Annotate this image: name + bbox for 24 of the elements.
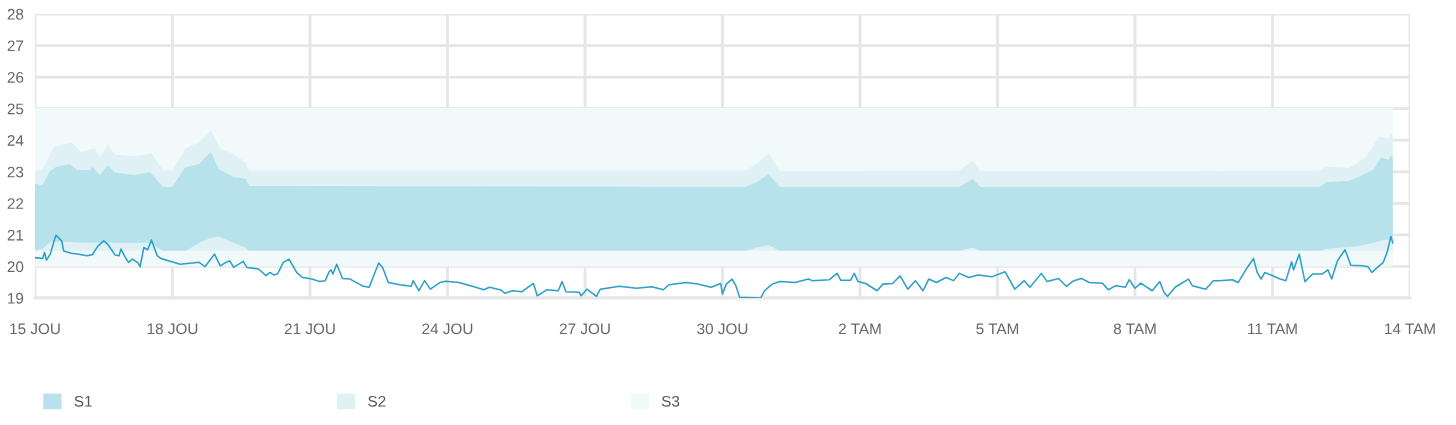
y-tick-label: 27 bbox=[7, 40, 24, 52]
x-tick-label: 2 TAM bbox=[838, 323, 881, 335]
legend-label: S1 bbox=[74, 395, 92, 407]
x-tick-label: 21 JOU bbox=[284, 323, 335, 335]
y-tick-label: 20 bbox=[7, 261, 24, 273]
y-tick-label: 25 bbox=[7, 103, 24, 115]
x-tick-label: 14 TAM bbox=[1385, 323, 1435, 335]
x-tick-label: 15 JOU bbox=[10, 323, 60, 335]
x-tick-label: 18 JOU bbox=[147, 323, 198, 335]
x-tick-label: 27 JOU bbox=[559, 323, 610, 335]
y-tick-label: 22 bbox=[7, 198, 24, 209]
y-tick-label: 23 bbox=[7, 166, 24, 178]
y-tick-label: 19 bbox=[8, 292, 24, 304]
y-tick-label: 21 bbox=[7, 229, 24, 241]
x-tick-label: 5 TAM bbox=[976, 323, 1019, 335]
x-tick-label: 30 JOU bbox=[697, 323, 748, 335]
y-tick-label: 26 bbox=[7, 71, 24, 83]
x-tick-label: 24 JOU bbox=[422, 323, 473, 335]
legend-label: S2 bbox=[368, 395, 386, 407]
y-tick-label: 24 bbox=[7, 135, 24, 146]
y-tick-label: 28 bbox=[7, 8, 24, 20]
legend-label: S3 bbox=[661, 395, 680, 407]
x-tick-label: 8 TAM bbox=[1113, 323, 1156, 335]
x-tick-label: 11 TAM bbox=[1248, 323, 1297, 335]
